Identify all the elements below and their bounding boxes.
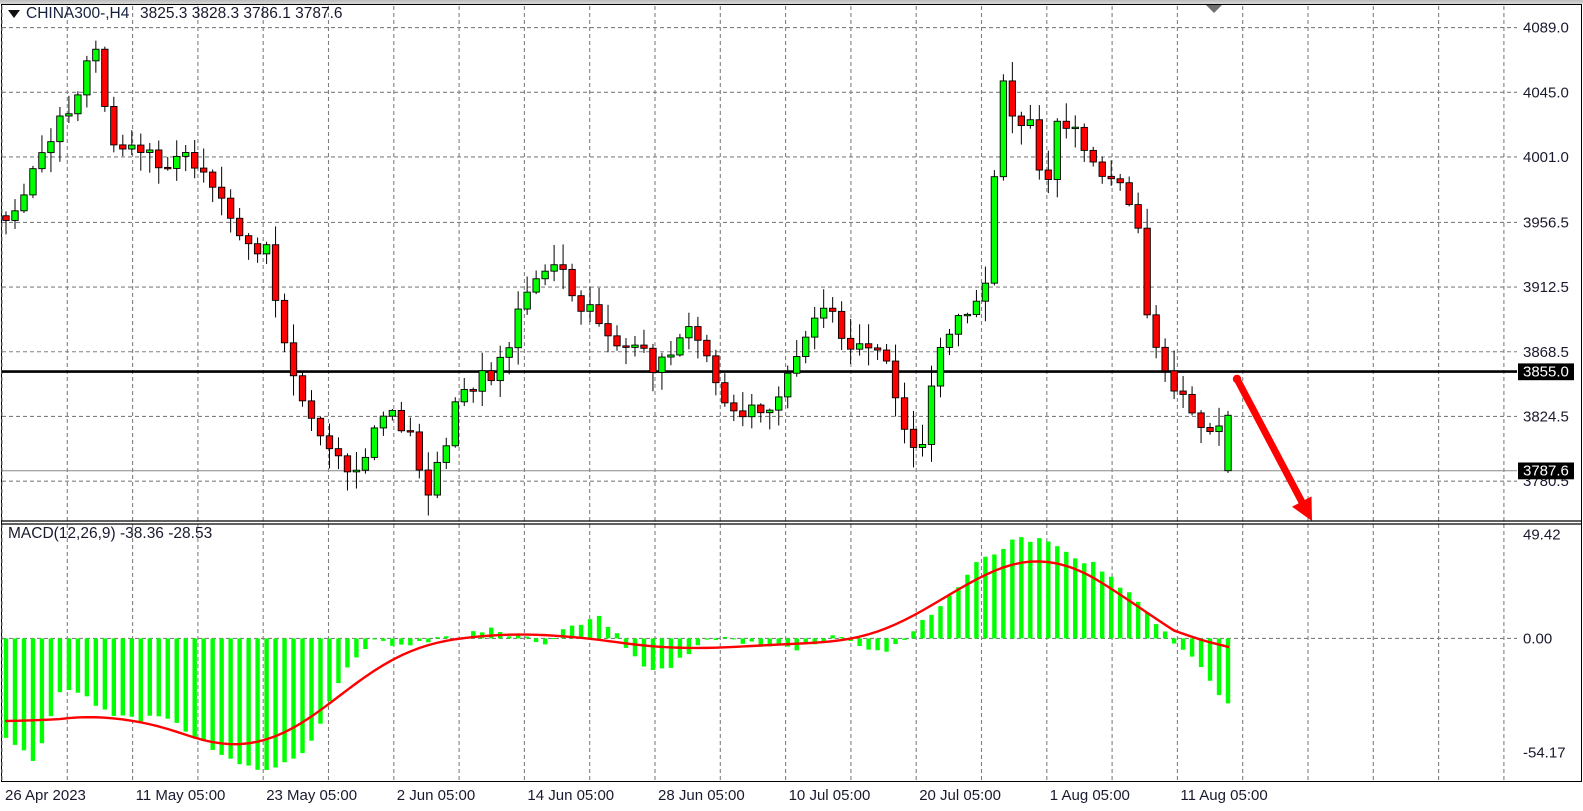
svg-text:4089.0: 4089.0	[1523, 20, 1569, 37]
svg-text:MACD(12,26,9) -38.36 -28.53: MACD(12,26,9) -38.36 -28.53	[8, 525, 212, 542]
svg-text:49.42: 49.42	[1523, 526, 1561, 543]
svg-text:0.00: 0.00	[1523, 630, 1552, 647]
svg-text:3956.5: 3956.5	[1523, 214, 1569, 231]
svg-text:1 Aug 05:00: 1 Aug 05:00	[1050, 787, 1130, 804]
svg-text:28 Jun 05:00: 28 Jun 05:00	[658, 787, 745, 804]
svg-text:3855.0: 3855.0	[1523, 364, 1569, 381]
svg-text:3825.3 3828.3 3786.1 3787.6: 3825.3 3828.3 3786.1 3787.6	[140, 5, 343, 22]
svg-text:26 Apr 2023: 26 Apr 2023	[5, 787, 86, 804]
svg-text:4045.0: 4045.0	[1523, 84, 1569, 101]
svg-text:4001.0: 4001.0	[1523, 149, 1569, 166]
svg-text:3912.5: 3912.5	[1523, 279, 1569, 296]
svg-text:3868.5: 3868.5	[1523, 344, 1569, 361]
svg-text:-54.17: -54.17	[1523, 744, 1566, 761]
svg-text:14 Jun 05:00: 14 Jun 05:00	[527, 787, 614, 804]
svg-text:20 Jul 05:00: 20 Jul 05:00	[919, 787, 1001, 804]
svg-text:CHINA300-,H4: CHINA300-,H4	[26, 5, 130, 22]
svg-text:11 May 05:00: 11 May 05:00	[136, 787, 226, 804]
svg-text:2 Jun 05:00: 2 Jun 05:00	[397, 787, 475, 804]
svg-text:10 Jul 05:00: 10 Jul 05:00	[789, 787, 871, 804]
svg-text:23 May 05:00: 23 May 05:00	[266, 787, 357, 804]
svg-text:11 Aug 05:00: 11 Aug 05:00	[1180, 787, 1267, 804]
svg-text:3787.6: 3787.6	[1523, 463, 1569, 480]
svg-text:3824.5: 3824.5	[1523, 408, 1569, 425]
